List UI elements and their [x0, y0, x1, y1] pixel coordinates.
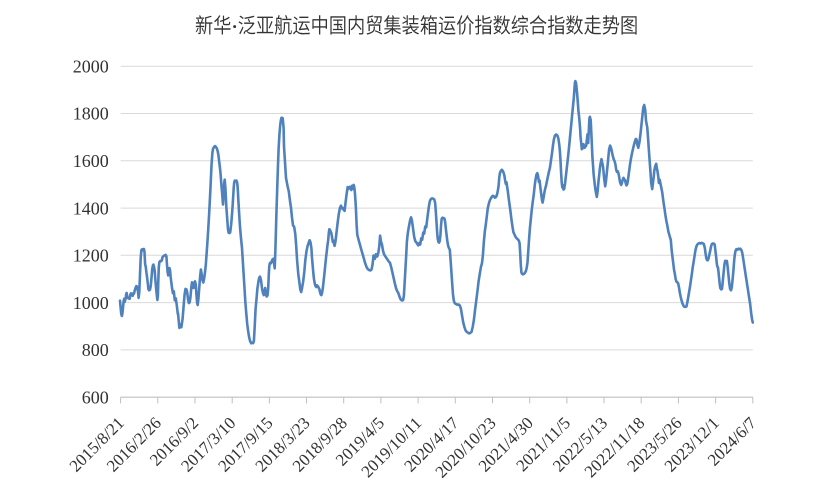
svg-text:800: 800	[82, 340, 109, 360]
svg-text:1800: 1800	[73, 104, 109, 124]
svg-text:1000: 1000	[73, 293, 109, 313]
svg-text:1200: 1200	[73, 246, 109, 266]
svg-text:1600: 1600	[73, 151, 109, 171]
svg-text:2000: 2000	[73, 56, 109, 76]
svg-text:1400: 1400	[73, 198, 109, 218]
svg-text:600: 600	[82, 387, 109, 407]
